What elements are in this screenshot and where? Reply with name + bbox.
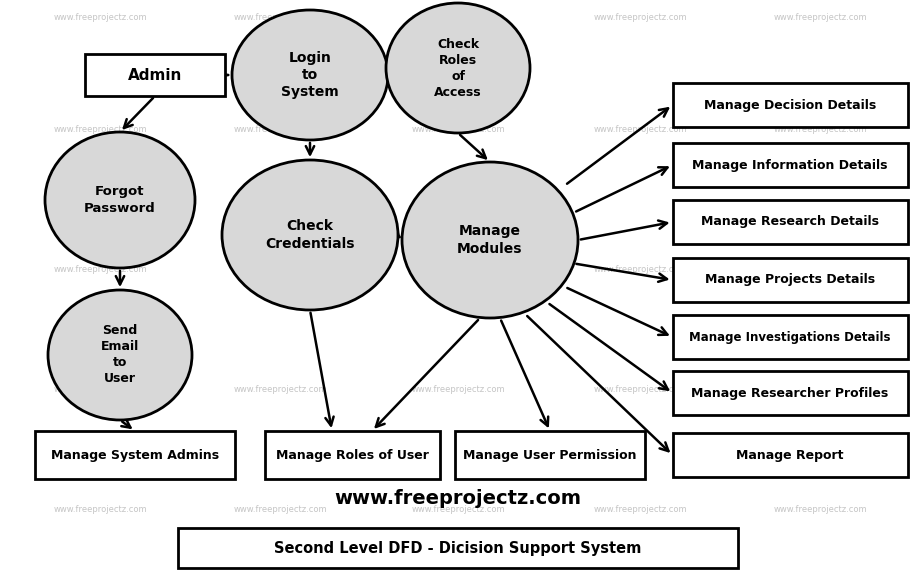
Bar [672,371,908,415]
Text: www.freeprojectz.com: www.freeprojectz.com [334,488,582,508]
Ellipse shape [222,160,398,310]
Text: Manage Information Details: Manage Information Details [692,158,888,171]
Text: www.freeprojectz.com: www.freeprojectz.com [53,386,147,394]
Bar [265,431,440,479]
Ellipse shape [402,162,578,318]
Text: www.freeprojectz.com: www.freeprojectz.com [53,505,147,514]
Text: Manage Roles of User: Manage Roles of User [276,448,429,461]
Text: www.freeprojectz.com: www.freeprojectz.com [594,126,687,134]
Text: www.freeprojectz.com: www.freeprojectz.com [411,265,505,275]
Text: www.freeprojectz.com: www.freeprojectz.com [411,14,505,22]
Text: www.freeprojectz.com: www.freeprojectz.com [53,265,147,275]
Text: Second Level DFD - Dicision Support System: Second Level DFD - Dicision Support Syst… [274,541,642,555]
Ellipse shape [45,132,195,268]
Ellipse shape [386,3,530,133]
Text: www.freeprojectz.com: www.freeprojectz.com [234,386,327,394]
Text: www.freeprojectz.com: www.freeprojectz.com [234,126,327,134]
Text: www.freeprojectz.com: www.freeprojectz.com [53,126,147,134]
Text: Manage Report: Manage Report [736,448,844,461]
Text: Manage Decision Details: Manage Decision Details [703,99,876,112]
Text: Check
Roles
of
Access: Check Roles of Access [434,38,482,99]
Text: www.freeprojectz.com: www.freeprojectz.com [773,126,867,134]
Ellipse shape [48,290,192,420]
Bar [672,200,908,244]
Bar [178,528,738,568]
Text: www.freeprojectz.com: www.freeprojectz.com [773,505,867,514]
Bar [85,54,225,96]
Text: www.freeprojectz.com: www.freeprojectz.com [773,386,867,394]
Text: www.freeprojectz.com: www.freeprojectz.com [773,14,867,22]
Bar [672,315,908,359]
Text: Manage
Modules: Manage Modules [457,224,523,256]
Text: Login
to
System: Login to System [281,50,339,99]
Text: Admin: Admin [128,68,182,83]
Text: www.freeprojectz.com: www.freeprojectz.com [234,14,327,22]
Text: Manage Research Details: Manage Research Details [701,215,879,228]
Text: Manage User Permission: Manage User Permission [463,448,637,461]
Text: www.freeprojectz.com: www.freeprojectz.com [594,386,687,394]
Text: www.freeprojectz.com: www.freeprojectz.com [594,265,687,275]
Text: www.freeprojectz.com: www.freeprojectz.com [594,14,687,22]
Text: Manage Investigations Details: Manage Investigations Details [689,330,890,343]
Bar [35,431,235,479]
Bar [672,433,908,477]
Text: Manage Researcher Profiles: Manage Researcher Profiles [692,386,889,400]
Text: www.freeprojectz.com: www.freeprojectz.com [234,505,327,514]
Text: Manage Projects Details: Manage Projects Details [705,274,875,286]
Bar [672,143,908,187]
Bar [672,258,908,302]
Text: www.freeprojectz.com: www.freeprojectz.com [773,265,867,275]
Text: www.freeprojectz.com: www.freeprojectz.com [411,126,505,134]
Bar [455,431,645,479]
Text: www.freeprojectz.com: www.freeprojectz.com [53,14,147,22]
Text: www.freeprojectz.com: www.freeprojectz.com [594,505,687,514]
Text: Manage System Admins: Manage System Admins [51,448,219,461]
Bar [672,83,908,127]
Text: Send
Email
to
User: Send Email to User [101,325,139,386]
Text: www.freeprojectz.com: www.freeprojectz.com [411,386,505,394]
Text: www.freeprojectz.com: www.freeprojectz.com [234,265,327,275]
Ellipse shape [232,10,388,140]
Text: Forgot
Password: Forgot Password [84,185,156,214]
Text: www.freeprojectz.com: www.freeprojectz.com [411,505,505,514]
Text: Check
Credentials: Check Credentials [266,220,354,251]
